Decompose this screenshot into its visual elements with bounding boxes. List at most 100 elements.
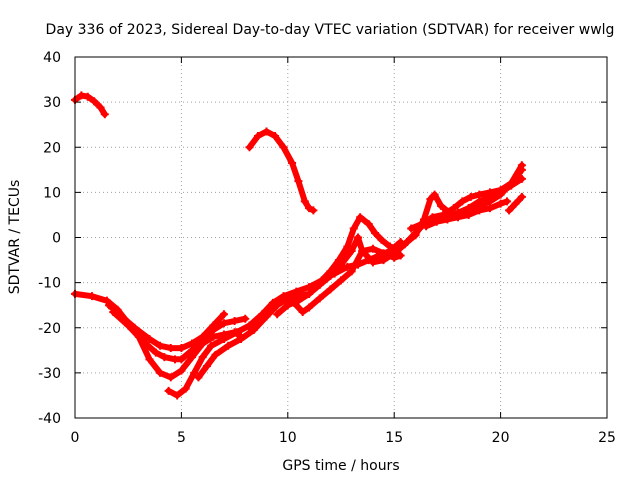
data-point (173, 391, 182, 400)
data-point (402, 238, 411, 247)
data-point (279, 294, 288, 303)
data-point (334, 256, 343, 265)
data-point (273, 310, 282, 319)
data-point (145, 355, 154, 364)
data-point (371, 228, 380, 237)
data-point (166, 373, 175, 382)
data-point (326, 285, 335, 294)
data-point (202, 362, 211, 371)
y-tick-label: 30 (43, 95, 61, 111)
series-track-11 (422, 197, 511, 231)
data-point (268, 301, 277, 310)
data-point (279, 143, 288, 152)
data-point (358, 247, 367, 256)
data-point (430, 190, 439, 199)
data-point (241, 314, 250, 323)
y-tick-label: -10 (38, 276, 61, 292)
data-point (368, 244, 377, 253)
data-point (315, 294, 324, 303)
data-point (177, 344, 186, 353)
data-point (422, 222, 431, 231)
data-point (443, 215, 452, 224)
y-axis-label: SDTVAR / TECUs (7, 180, 23, 295)
data-point (517, 174, 526, 183)
data-point (298, 307, 307, 316)
x-tick-label: 15 (385, 430, 403, 446)
data-point (224, 341, 233, 350)
data-point (368, 258, 377, 267)
data-point (428, 213, 437, 222)
data-point (458, 197, 467, 206)
data-point (485, 197, 494, 206)
data-point (507, 179, 516, 188)
data-point (258, 312, 267, 321)
y-tick-label: 40 (43, 50, 61, 66)
data-point (209, 332, 218, 341)
data-point (407, 224, 416, 233)
data-point (485, 204, 494, 213)
data-point (211, 350, 220, 359)
data-point (454, 213, 463, 222)
data-point (356, 213, 365, 222)
data-point (177, 355, 186, 364)
y-tick-label: 20 (43, 140, 61, 156)
data-point (88, 292, 97, 301)
y-tick-label: 0 (52, 231, 61, 247)
data-point (232, 328, 241, 337)
data-point (502, 197, 511, 206)
data-point (181, 384, 190, 393)
data-point (194, 373, 203, 382)
data-point (464, 204, 473, 213)
data-point (326, 267, 335, 276)
data-point (377, 235, 386, 244)
data-point (337, 276, 345, 285)
x-tick-label: 5 (177, 430, 186, 446)
data-point (151, 348, 160, 357)
data-point (245, 323, 254, 332)
series-track-2 (245, 127, 318, 215)
data-point (219, 335, 228, 344)
data-point (315, 278, 324, 287)
data-point (164, 386, 173, 395)
x-tick-label: 0 (71, 430, 80, 446)
series-line (246, 245, 404, 331)
chart-title: Day 336 of 2023, Sidereal Day-to-day VTE… (46, 22, 615, 38)
data-point (219, 310, 228, 319)
data-point (198, 353, 207, 362)
x-tick-label: 10 (279, 430, 297, 446)
data-point (496, 186, 505, 195)
data-point (466, 192, 475, 201)
data-point (109, 307, 118, 316)
data-point (254, 131, 263, 140)
series-layer (71, 91, 526, 400)
data-point (432, 217, 441, 226)
data-point (485, 188, 494, 197)
data-point (294, 177, 303, 186)
data-point (496, 199, 505, 208)
data-point (96, 103, 105, 112)
data-point (394, 244, 403, 253)
data-point (166, 344, 175, 353)
data-point (379, 249, 388, 258)
data-point (517, 161, 526, 170)
data-point (305, 303, 314, 312)
data-point (271, 131, 280, 140)
y-tick-label: -30 (38, 366, 61, 382)
data-point (209, 321, 218, 330)
data-point (198, 332, 207, 341)
data-point (305, 289, 314, 298)
data-point (309, 206, 318, 215)
data-point (300, 197, 309, 206)
data-point (207, 341, 216, 350)
y-tick-label: 10 (43, 185, 61, 201)
data-point (426, 195, 435, 204)
data-point (105, 301, 114, 310)
data-point (230, 316, 239, 325)
data-point (77, 91, 86, 100)
data-point (188, 353, 197, 362)
data-point (347, 267, 356, 276)
data-point (390, 253, 399, 262)
data-point (139, 337, 148, 346)
data-point (343, 242, 352, 251)
